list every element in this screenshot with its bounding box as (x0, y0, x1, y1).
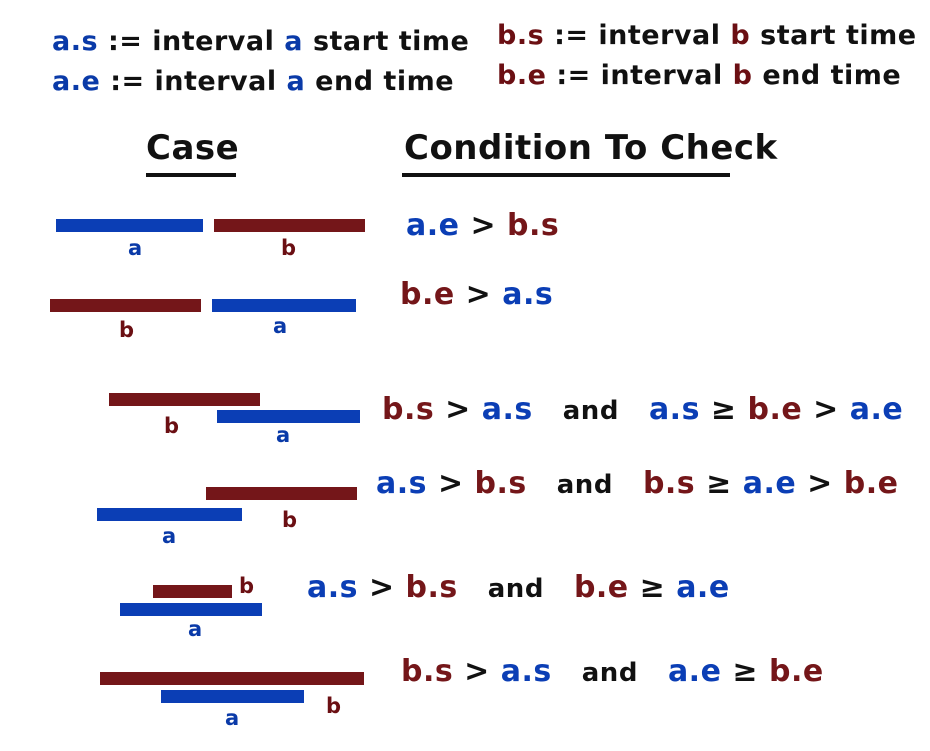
interval-b-bar (206, 487, 357, 500)
interval-b-bar (100, 672, 364, 685)
comparison-operator: > (358, 570, 406, 605)
interval-b-bar (109, 393, 260, 406)
comparison-operator: ≥ (695, 466, 743, 501)
interval-b-label: b (281, 236, 297, 260)
interval-a-bar (120, 603, 262, 616)
term-interval-a: a.s (502, 277, 554, 312)
interval-b-label: b (282, 508, 298, 532)
legend-desc: interval (598, 20, 721, 51)
interval-a-bar (56, 219, 203, 232)
legend-b-end: b.e := interval b end time (497, 60, 901, 91)
comparison-operator: > (434, 392, 482, 427)
legend-var: a.e (52, 66, 101, 97)
condition-case-6: b.s > a.s and a.e ≥ b.e (401, 654, 824, 689)
legend-assign: := (554, 20, 589, 51)
interval-a-bar (217, 410, 360, 423)
legend-desc: end time (762, 60, 902, 91)
heading-condition-underline (402, 173, 730, 177)
interval-b-label: b (326, 694, 342, 718)
conjunction-and: and (487, 574, 544, 604)
comparison-operator: > (453, 654, 501, 689)
legend-assign: := (107, 26, 143, 57)
term-interval-a: a.s (648, 392, 700, 427)
term-interval-b: b.s (401, 654, 454, 689)
legend-desc: interval (154, 66, 277, 97)
interval-b-label: b (239, 574, 255, 598)
interval-b-bar (214, 219, 365, 232)
term-interval-b: b.e (400, 277, 455, 312)
interval-a-label: a (276, 423, 291, 447)
interval-b-label: b (164, 414, 180, 438)
legend-desc: end time (315, 66, 455, 97)
interval-a-label: a (225, 706, 240, 730)
term-interval-a: a.e (667, 654, 722, 689)
conjunction-and: and (562, 396, 619, 426)
legend-assign: := (110, 66, 145, 97)
interval-b-bar (50, 299, 201, 312)
term-interval-b: b.s (507, 208, 560, 243)
legend-letter: a (286, 66, 306, 97)
term-interval-b: b.e (843, 466, 899, 501)
interval-a-label: a (188, 617, 203, 641)
term-interval-a: a.e (406, 208, 460, 243)
legend-assign: := (556, 60, 591, 91)
term-interval-a: a.s (500, 654, 552, 689)
heading-condition: Condition To Check (404, 128, 778, 168)
interval-b-bar (153, 585, 232, 598)
interval-b-label: b (119, 318, 135, 342)
legend-a-end: a.e := interval a end time (52, 66, 454, 97)
legend-letter: a (284, 26, 304, 57)
condition-case-3: b.s > a.s and a.s ≥ b.e > a.e (382, 392, 903, 427)
heading-case: Case (146, 128, 240, 168)
condition-case-1: a.e > b.s (406, 208, 559, 243)
interval-a-bar (161, 690, 304, 703)
condition-case-2: b.e > a.s (400, 277, 553, 312)
comparison-operator: > (459, 208, 508, 243)
interval-a-bar (212, 299, 356, 312)
condition-case-5: a.s > b.s and b.e ≥ a.e (307, 570, 730, 605)
legend-letter: b (730, 20, 751, 51)
comparison-operator: ≥ (721, 654, 769, 689)
term-interval-a: a.e (742, 466, 797, 501)
comparison-operator: ≥ (628, 570, 677, 605)
legend-var: b.s (497, 20, 545, 51)
conjunction-and: and (556, 470, 613, 500)
term-interval-b: b.e (573, 570, 629, 605)
comparison-operator: > (427, 466, 475, 501)
term-interval-a: a.s (376, 466, 427, 501)
legend-b-start: b.s := interval b start time (497, 20, 917, 51)
legend-var: a.s (52, 26, 99, 57)
legend-desc: start time (312, 26, 470, 57)
comparison-operator: > (802, 392, 850, 427)
term-interval-a: a.s (307, 570, 358, 605)
term-interval-b: b.e (747, 392, 803, 427)
term-interval-b: b.s (405, 570, 458, 605)
legend-letter: b (732, 60, 753, 91)
comparison-operator: > (454, 277, 503, 312)
term-interval-b: b.e (768, 654, 824, 689)
interval-a-label: a (162, 524, 177, 548)
interval-a-label: a (128, 236, 143, 260)
legend-a-start: a.s := interval a start time (52, 26, 469, 57)
term-interval-b: b.s (382, 392, 435, 427)
condition-case-4: a.s > b.s and b.s ≥ a.e > b.e (376, 466, 898, 501)
interval-a-label: a (273, 314, 288, 338)
legend-var: b.e (497, 60, 547, 91)
interval-a-bar (97, 508, 242, 521)
term-interval-b: b.s (474, 466, 527, 501)
comparison-operator: ≥ (699, 392, 748, 427)
term-interval-b: b.s (642, 466, 696, 501)
heading-case-underline (146, 173, 236, 177)
term-interval-a: a.e (849, 392, 904, 427)
term-interval-a: a.e (676, 570, 730, 605)
comparison-operator: > (796, 466, 844, 501)
legend-desc: start time (760, 20, 917, 51)
legend-desc: interval (600, 60, 723, 91)
term-interval-a: a.s (481, 392, 533, 427)
conjunction-and: and (581, 658, 638, 688)
legend-desc: interval (152, 26, 275, 57)
